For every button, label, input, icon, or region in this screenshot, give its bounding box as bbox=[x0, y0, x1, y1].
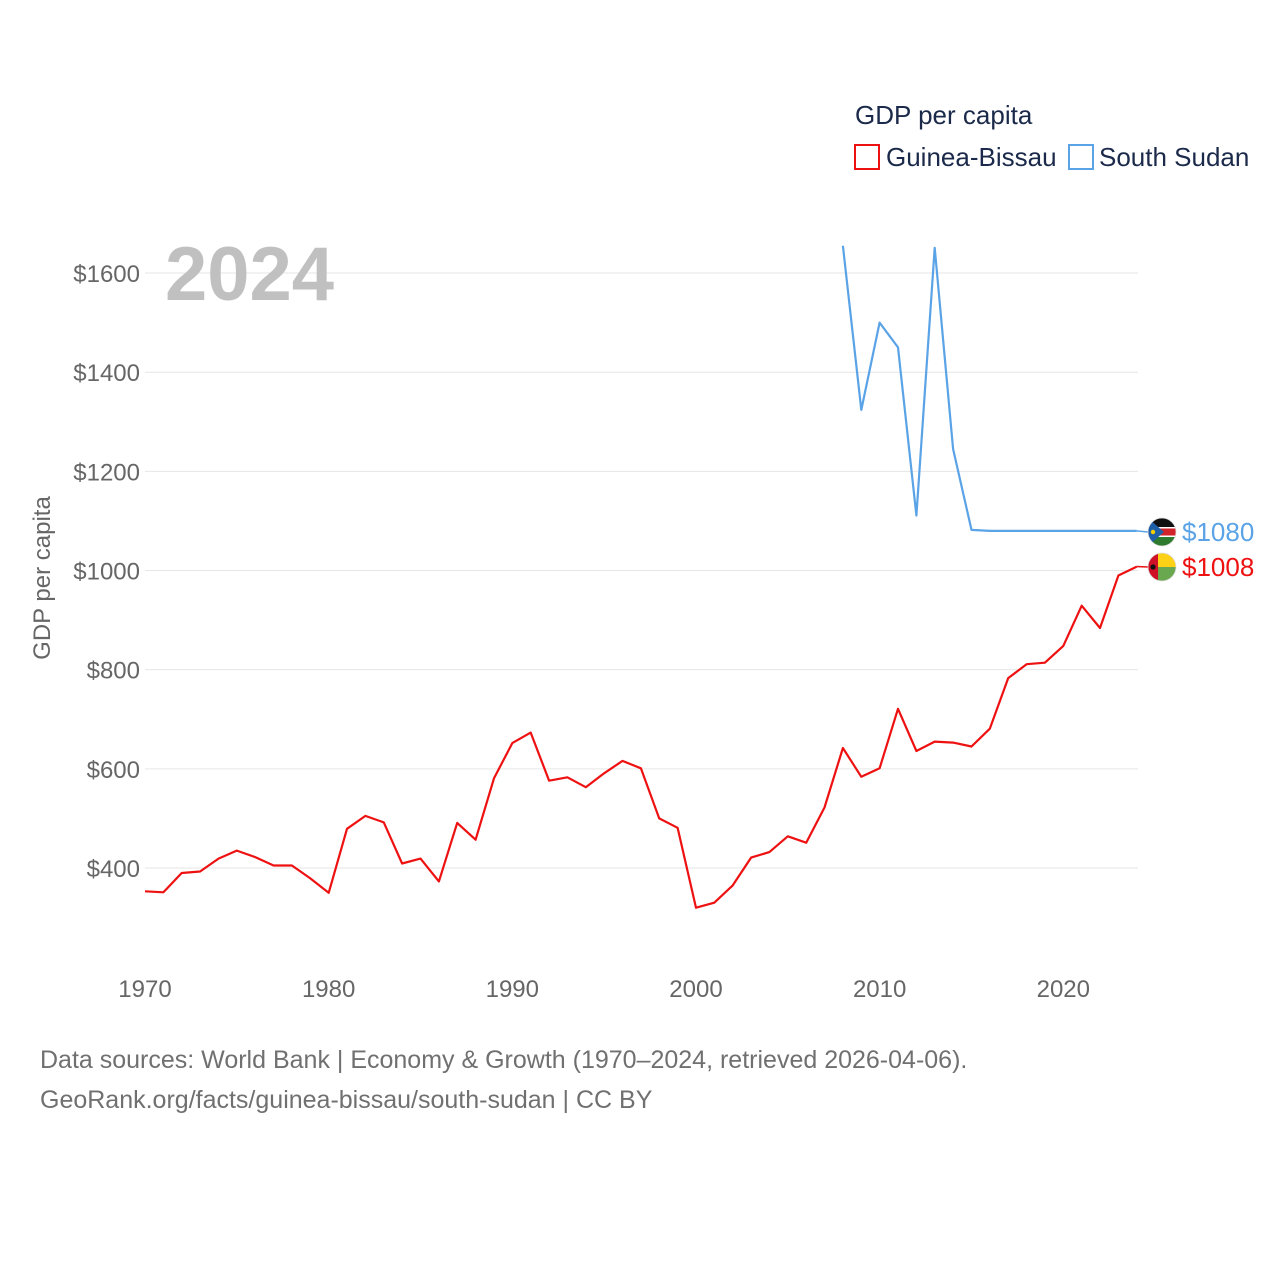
source-footer: Data sources: World Bank | Economy & Gro… bbox=[40, 1040, 1240, 1120]
source-line-1: Data sources: World Bank | Economy & Gro… bbox=[40, 1046, 968, 1074]
series-layer bbox=[144, 245, 1138, 909]
y-tick-label: $400 bbox=[87, 856, 140, 883]
y-tick-label: $1000 bbox=[73, 559, 140, 586]
end-value-label: $1008 bbox=[1182, 552, 1254, 582]
south-sudan-flag-icon bbox=[1147, 517, 1177, 547]
legend-item-south-sudan[interactable]: South Sudan bbox=[1068, 142, 1249, 172]
x-tick-label: 2020 bbox=[1037, 976, 1090, 1003]
grid-lines bbox=[145, 272, 1138, 869]
x-tick-label: 1980 bbox=[302, 976, 355, 1003]
legend-swatch-guinea-bissau bbox=[854, 144, 880, 170]
legend-label-guinea-bissau: Guinea-Bissau bbox=[886, 142, 1057, 172]
legend: GDP per capita Guinea-Bissau South Sudan bbox=[854, 100, 1249, 172]
legend-title: GDP per capita bbox=[855, 100, 1033, 130]
y-axis: $400 $600 $800 $1000 $1200 $1400 $1600 bbox=[73, 261, 140, 883]
end-labels: $1008 $1080 bbox=[1136, 517, 1254, 582]
end-value-label: $1080 bbox=[1182, 517, 1254, 547]
legend-swatch-south-sudan bbox=[1068, 144, 1094, 170]
x-tick-label: 1970 bbox=[118, 976, 171, 1003]
series-line-south-sudan bbox=[841, 245, 1137, 533]
legend-label-south-sudan: South Sudan bbox=[1099, 142, 1249, 172]
y-tick-label: $1600 bbox=[73, 261, 140, 288]
x-axis: 1970 1980 1990 2000 2010 2020 bbox=[118, 976, 1090, 1003]
current-year-label: 2024 bbox=[165, 232, 334, 317]
x-tick-label: 2000 bbox=[669, 976, 722, 1003]
y-tick-label: $600 bbox=[87, 757, 140, 784]
y-tick-label: $800 bbox=[87, 658, 140, 685]
y-axis-title: GDP per capita bbox=[29, 496, 56, 660]
end-leader-line bbox=[1136, 530, 1149, 533]
y-tick-label: $1200 bbox=[73, 459, 140, 486]
x-tick-label: 2010 bbox=[853, 976, 906, 1003]
source-line-2[interactable]: GeoRank.org/facts/guinea-bissau/south-su… bbox=[40, 1086, 653, 1114]
x-tick-label: 1990 bbox=[486, 976, 539, 1003]
legend-item-guinea-bissau[interactable]: Guinea-Bissau bbox=[854, 142, 1057, 172]
series-line-guinea-bissau bbox=[144, 565, 1138, 909]
guinea-bissau-flag-icon bbox=[1147, 552, 1177, 582]
y-tick-label: $1400 bbox=[73, 360, 140, 387]
